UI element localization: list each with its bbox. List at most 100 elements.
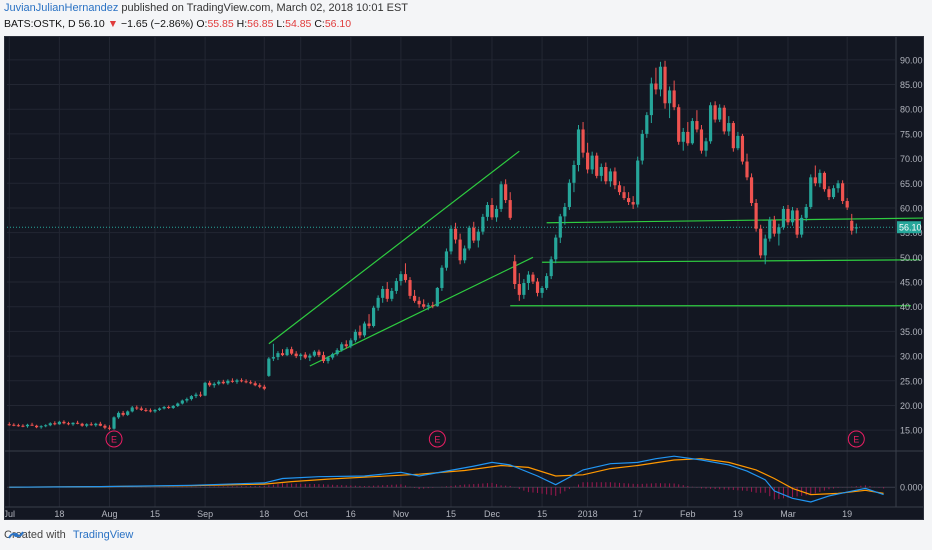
candle-body [595,155,599,176]
low-value: 54.85 [285,18,312,30]
candle-body [581,129,585,153]
author-link[interactable]: JuvianJulianHernandez [4,2,119,14]
time-tick-label: 15 [537,509,547,519]
time-tick-label: Mar [780,509,796,519]
candle-body [12,424,16,426]
price-tick-label: 50.00 [900,253,923,263]
price-chart[interactable]: 15.00 20.00 25.00 30.00 35.00 40.00 45.00 50.00… [5,37,923,519]
candle-body [586,152,590,170]
candle-body [75,422,80,424]
candle-body [30,424,34,426]
candle-body [185,399,189,401]
time-tick-label: 18 [54,509,64,519]
candle-body [508,200,512,218]
ticker-symbol[interactable]: BATS:OSTK, D [4,18,76,30]
candle-body [727,123,731,132]
price-tick-label: 75.00 [900,129,923,139]
candle-body [749,177,754,204]
candle-body [804,206,808,218]
candle-body [795,210,799,235]
candle-body [139,408,143,410]
candle-body [331,354,335,358]
time-axis[interactable]: Jul 18 Aug 15 Sep 18 Oct 16 Nov 15 Dec 15 2018 17 Feb 1… [5,509,852,519]
macd-line [9,455,884,503]
last-price-badge [897,221,921,234]
candle-body [285,349,289,356]
candle-body [854,227,858,229]
candle-body [504,184,508,201]
trendline[interactable] [546,217,923,224]
candle-body [563,206,567,217]
candle-body [335,350,339,355]
candle-body [85,424,89,426]
earnings-marker[interactable] [847,430,865,448]
chart-panel[interactable]: 15.00 20.00 25.00 30.00 35.00 40.00 45.00 50.00… [4,36,924,520]
low-label: L: [276,18,286,30]
candle-body [713,105,717,120]
candle-body [535,281,540,293]
earnings-marker[interactable] [428,430,446,448]
candle-body [408,280,412,296]
candle-body [545,276,549,288]
candle-body [836,183,840,189]
candle-body [121,412,125,415]
candle-body [690,121,694,144]
candle-body [613,171,617,186]
close-label: C: [314,18,325,30]
time-tick-label: 15 [150,509,160,519]
candle-body [21,425,25,427]
candle-body [390,290,394,299]
candle-body [271,357,275,359]
earnings-marker-label: E [853,435,859,445]
candle-body [371,307,376,326]
candle-body [253,383,257,386]
down-arrow-icon: ▼ [107,18,119,30]
trendline[interactable] [542,259,921,263]
tradingview-brand[interactable]: TradingView [72,529,134,541]
price-change: −1.65 (−2.86%) [121,18,194,30]
candle-body [62,421,66,424]
candle-body [426,305,430,307]
candle-body [499,184,503,209]
candle-body [604,166,608,182]
price-tick-label: 15.00 [900,426,923,436]
close-value: 56.10 [324,18,352,30]
created-with-label: Created with [4,529,66,541]
candle-body [695,121,699,130]
candle-body [98,423,102,426]
price-tick-label: 40.00 [900,302,923,312]
candle-body [358,331,362,336]
candle-body [103,425,107,428]
trendline[interactable] [268,150,520,345]
candle-body [226,380,230,384]
candle-body [494,208,499,218]
price-axis[interactable]: 15.00 20.00 25.00 30.00 35.00 40.00 45.00 50.00… [897,55,923,436]
candle-body [203,382,207,396]
macd-signal-line [9,458,884,496]
candle-body [699,129,704,151]
candle-body [66,423,71,425]
candle-body [167,406,171,408]
candle-body [349,340,353,347]
earnings-marker[interactable] [105,430,123,448]
candle-body [813,177,817,184]
trendlines[interactable] [268,150,923,367]
candle-body [818,172,822,184]
candle-body [763,238,767,256]
open-value: 55.85 [207,18,234,30]
candle-body [276,353,280,358]
price-tick-label: 30.00 [900,352,923,362]
candle-body [280,353,285,356]
candle-body [809,177,813,207]
time-tick-label: 19 [733,509,743,519]
trendline[interactable] [309,256,534,367]
price-tick-label: 90.00 [900,55,923,65]
candle-body [107,427,112,429]
candle-body [718,107,722,120]
candle-body [116,412,121,418]
candle-body [622,192,626,199]
candle-body [599,166,603,176]
candle-body [130,407,134,412]
candle-body [48,423,52,426]
